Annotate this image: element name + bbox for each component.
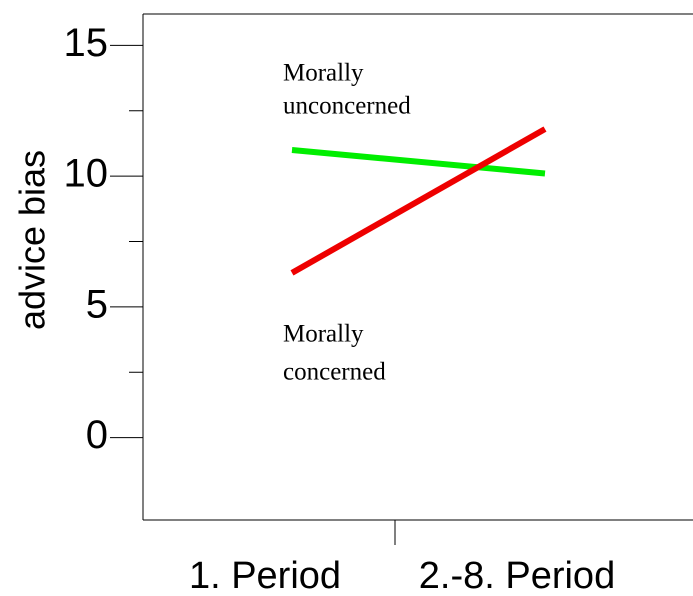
series-line: [290, 126, 547, 276]
annotation: Morally: [283, 321, 364, 348]
annotation: concerned: [283, 359, 386, 386]
series-line: [291, 146, 546, 177]
x-tick-label: 2.-8. Period: [419, 555, 615, 596]
y-axis-label: advice bias: [12, 150, 53, 330]
y-tick-label: 15: [64, 21, 109, 65]
annotation: unconcerned: [283, 93, 411, 120]
y-tick-label: 0: [86, 413, 108, 457]
y-tick-label: 10: [64, 152, 109, 196]
y-tick-label: 5: [86, 282, 108, 326]
annotation: Morally: [283, 60, 364, 87]
x-tick-label: 1. Period: [189, 555, 341, 596]
